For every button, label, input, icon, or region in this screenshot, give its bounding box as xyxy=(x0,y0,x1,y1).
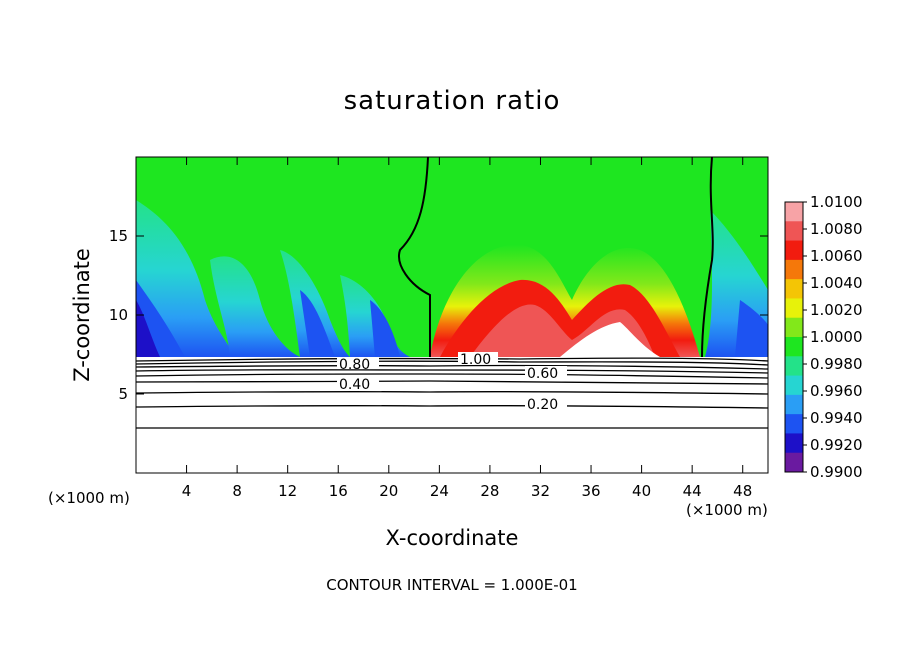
colorbar-swatch xyxy=(785,317,803,338)
colorbar-swatch xyxy=(785,433,803,454)
colorbar-swatch xyxy=(785,375,803,396)
colorbar-level-label: 0.9960 xyxy=(810,382,863,400)
x-tick-label: 44 xyxy=(683,482,702,500)
x-tick-label: 16 xyxy=(329,482,348,500)
colorbar-swatch xyxy=(785,394,803,415)
x-tick-label: 24 xyxy=(430,482,449,500)
contour-labels: 0.80 0.40 1.00 0.60 0.20 xyxy=(337,352,567,413)
x-tick-label: 32 xyxy=(531,482,550,500)
x-tick-label: 28 xyxy=(480,482,499,500)
colorbar-swatch xyxy=(785,337,803,357)
contour-label-1-00: 1.00 xyxy=(460,352,491,368)
colorbar-swatch xyxy=(785,202,803,222)
contour-lines xyxy=(135,357,769,429)
colorbar: 1.0100 1.0080 1.0060 1.0040 1.0020 1.0000 0.99… xyxy=(784,193,863,481)
x-axis-label: X-coordinate xyxy=(385,526,519,550)
contour-label-0-60: 0.60 xyxy=(527,366,558,382)
colorbar-level-label: 1.0040 xyxy=(810,274,863,292)
colorbar-level-label: 0.9900 xyxy=(810,463,863,481)
contour-label-0-20: 0.20 xyxy=(527,397,558,413)
colorbar-level-label: 1.0100 xyxy=(810,193,863,211)
x-unit-label-right: (×1000 m) xyxy=(686,501,768,519)
colorbar-level-label: 1.0060 xyxy=(810,247,863,265)
y-axis-label: Z-coordinate xyxy=(70,248,94,382)
colorbar-swatch xyxy=(785,221,803,242)
colorbar-swatch xyxy=(785,298,803,319)
x-tick-label: 12 xyxy=(278,482,297,500)
x-tick-label: 20 xyxy=(379,482,398,500)
contour-interval-note: CONTOUR INTERVAL = 1.000E-01 xyxy=(326,576,578,594)
contour-label-0-40: 0.40 xyxy=(339,377,370,393)
x-tick-label: 36 xyxy=(581,482,600,500)
colorbar-swatch xyxy=(785,414,803,434)
chart-title: saturation ratio xyxy=(343,86,561,116)
colorbar-level-label: 0.9980 xyxy=(810,355,863,373)
x-tick-label: 4 xyxy=(182,482,192,500)
colorbar-level-label: 0.9940 xyxy=(810,409,863,427)
x-axis-ticks: 4 8 12 16 20 24 28 32 36 40 44 48 xyxy=(182,157,752,500)
colorbar-swatch xyxy=(785,240,803,261)
colorbar-level-label: 0.9920 xyxy=(810,436,863,454)
x-tick-label: 40 xyxy=(632,482,651,500)
colorbar-swatch xyxy=(785,356,803,377)
colorbar-level-label: 1.0080 xyxy=(810,220,863,238)
contour-label-0-80: 0.80 xyxy=(339,357,370,373)
x-tick-label: 8 xyxy=(232,482,242,500)
heatmap-field xyxy=(136,157,768,473)
y-tick-label: 5 xyxy=(118,385,128,403)
colorbar-level-label: 1.0020 xyxy=(810,301,863,319)
colorbar-swatch xyxy=(785,279,803,299)
colorbar-swatch xyxy=(785,259,803,280)
y-tick-label: 15 xyxy=(109,227,128,245)
colorbar-swatch xyxy=(785,452,803,473)
x-unit-label-left: (×1000 m) xyxy=(48,489,130,507)
colorbar-level-label: 1.0000 xyxy=(810,328,863,346)
y-axis-ticks: 5 10 15 xyxy=(109,227,768,403)
x-tick-label: 48 xyxy=(733,482,752,500)
y-tick-label: 10 xyxy=(109,306,128,324)
